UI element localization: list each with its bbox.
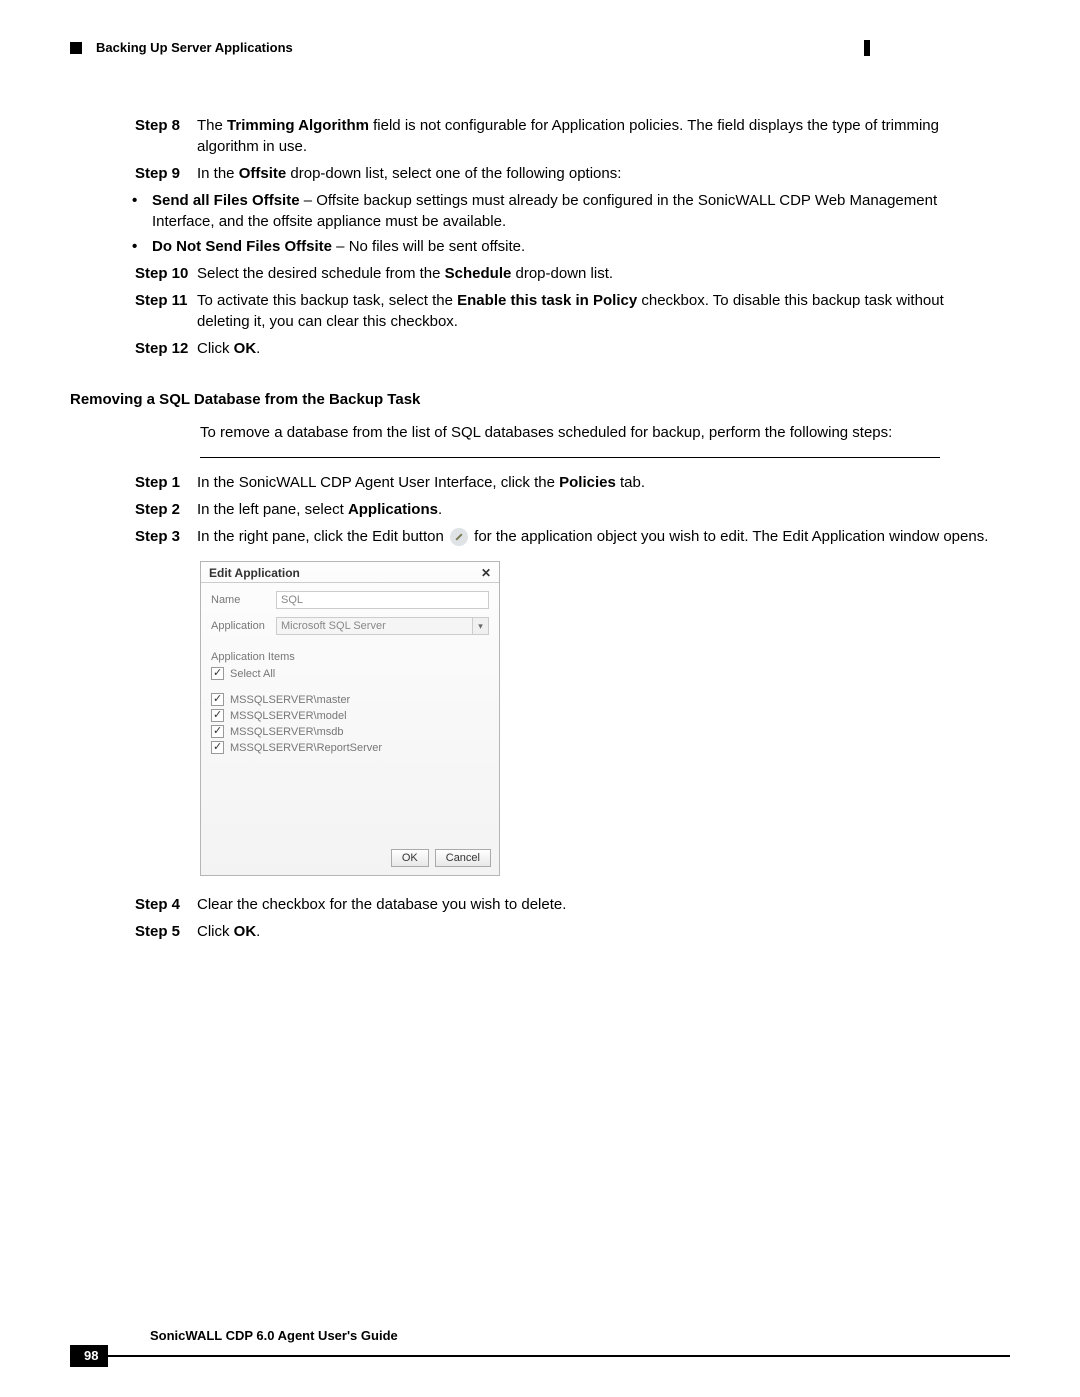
step-row: Step 5Click OK. [135,921,1000,942]
dialog-footer: OK Cancel [201,843,499,875]
step-row: Step 4Clear the checkbox for the databas… [135,894,1000,915]
steps-block-d: Step 4Clear the checkbox for the databas… [135,894,1000,942]
step-body: Select the desired schedule from the Sch… [197,263,1000,284]
bullet-row: •Send all Files Offsite – Offsite backup… [132,190,1000,232]
bullet-body: Do Not Send Files Offsite – No files wil… [152,236,1000,257]
bullet-dot-icon: • [132,190,152,232]
cancel-button[interactable]: Cancel [435,849,491,867]
step-label: Step 4 [135,894,197,915]
step-body: In the Offsite drop-down list, select on… [197,163,1000,184]
select-all-checkbox[interactable] [211,667,224,680]
steps-block-b: Step 10Select the desired schedule from … [135,263,1000,359]
edit-application-dialog: Edit Application ✕ Name Application Micr… [200,561,500,876]
dialog-spacer [211,757,489,837]
step-label: Step 10 [135,263,197,284]
document-page: Backing Up Server Applications Step 8The… [0,0,1080,942]
select-all-label: Select All [230,668,275,680]
item-label: MSSQLSERVER\msdb [230,726,344,738]
dialog-titlebar: Edit Application ✕ [201,562,499,583]
dialog-row-application: Application Microsoft SQL Server ▾ [211,617,489,635]
section-heading: Removing a SQL Database from the Backup … [70,391,1010,408]
item-checkbox[interactable] [211,709,224,722]
item-checkbox[interactable] [211,693,224,706]
step-body: Clear the checkbox for the database you … [197,894,1000,915]
step-body: The Trimming Algorithm field is not conf… [197,115,1000,157]
step-label: Step 12 [135,338,197,359]
bullet-dot-icon: • [132,236,152,257]
application-item-row[interactable]: MSSQLSERVER\ReportServer [211,741,489,754]
item-label: MSSQLSERVER\master [230,694,350,706]
application-label: Application [211,620,276,632]
header-title: Backing Up Server Applications [96,40,293,55]
application-items-list: MSSQLSERVER\master MSSQLSERVER\model MSSQL… [211,686,489,754]
section-rule [200,457,940,458]
footer-guide-title: SonicWALL CDP 6.0 Agent User's Guide [150,1328,1010,1343]
item-checkbox[interactable] [211,725,224,738]
page-footer: SonicWALL CDP 6.0 Agent User's Guide 98 [70,1328,1010,1367]
step-label: Step 5 [135,921,197,942]
step-row: Step 9In the Offsite drop-down list, sel… [135,163,1000,184]
step-label: Step 11 [135,290,197,332]
application-item-row[interactable]: MSSQLSERVER\model [211,709,489,722]
step-body: In the left pane, select Applications. [197,499,1000,520]
steps-block-c: Step 1In the SonicWALL CDP Agent User In… [135,472,1000,547]
section-intro: To remove a database from the list of SQ… [200,422,980,443]
step-label: Step 9 [135,163,197,184]
step-body: Click OK. [197,921,1000,942]
step9-bullets: •Send all Files Offsite – Offsite backup… [132,190,1000,257]
item-label: MSSQLSERVER\ReportServer [230,742,382,754]
bullet-row: •Do Not Send Files Offsite – No files wi… [132,236,1000,257]
step-row: Step 11To activate this backup task, sel… [135,290,1000,332]
name-label: Name [211,594,276,606]
close-icon[interactable]: ✕ [481,566,491,580]
step-row: Step 2In the left pane, select Applicati… [135,499,1000,520]
page-number: 98 [74,1345,108,1367]
step-row: Step 1In the SonicWALL CDP Agent User In… [135,472,1000,493]
item-checkbox[interactable] [211,741,224,754]
step-body: In the right pane, click the Edit button… [197,526,1000,547]
bullet-body: Send all Files Offsite – Offsite backup … [152,190,1000,232]
step-body: In the SonicWALL CDP Agent User Interfac… [197,472,1000,493]
select-all-row[interactable]: Select All [211,667,489,680]
step-label: Step 2 [135,499,197,520]
step-label: Step 3 [135,526,197,547]
application-item-row[interactable]: MSSQLSERVER\msdb [211,725,489,738]
edit-icon [450,528,468,546]
dialog-body: Name Application Microsoft SQL Server ▾ … [201,583,499,843]
name-input[interactable] [276,591,489,609]
dialog-row-name: Name [211,591,489,609]
page-edge-mark [864,40,870,56]
application-select[interactable]: Microsoft SQL Server [276,617,473,635]
item-label: MSSQLSERVER\model [230,710,347,722]
step-row: Step 12Click OK. [135,338,1000,359]
step-body: Click OK. [197,338,1000,359]
step-row: Step 10Select the desired schedule from … [135,263,1000,284]
step-body: To activate this backup task, select the… [197,290,1000,332]
ok-button[interactable]: OK [391,849,429,867]
dialog-title: Edit Application [209,566,300,580]
steps-block-a: Step 8The Trimming Algorithm field is no… [135,115,1000,184]
application-items-label: Application Items [211,651,489,663]
footer-rule [108,1355,1010,1357]
application-item-row[interactable]: MSSQLSERVER\master [211,693,489,706]
header-square-icon [70,42,82,54]
step-label: Step 1 [135,472,197,493]
step-row: Step 3In the right pane, click the Edit … [135,526,1000,547]
chevron-down-icon[interactable]: ▾ [473,617,489,635]
step-label: Step 8 [135,115,197,157]
step-row: Step 8The Trimming Algorithm field is no… [135,115,1000,157]
